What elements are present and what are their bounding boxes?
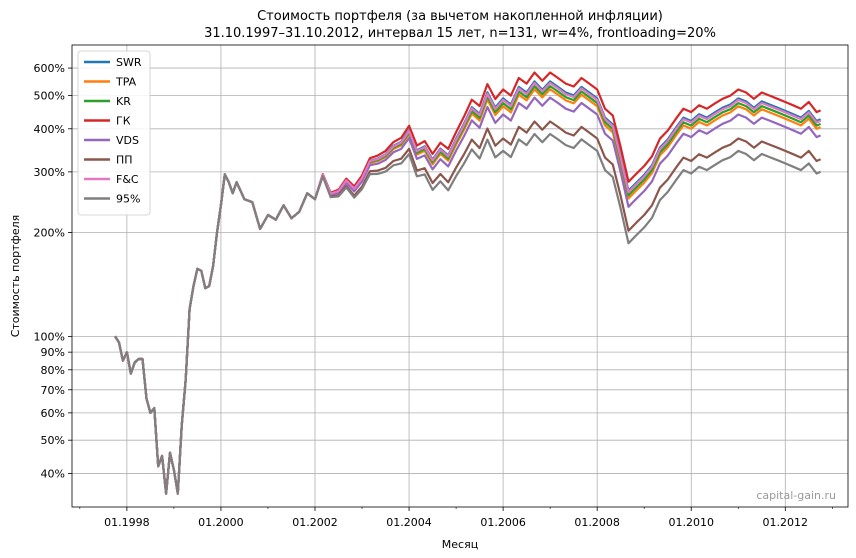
chart-title: Стоимость портфеля (за вычетом накопленн… xyxy=(257,9,663,24)
y-tick-label: 80% xyxy=(41,364,65,377)
y-tick-label: 40% xyxy=(41,468,65,481)
x-tick-label: 01.2004 xyxy=(386,516,432,529)
x-tick-label: 01.2002 xyxy=(292,516,338,529)
y-tick-label: 300% xyxy=(34,166,65,179)
x-tick-label: 01.2006 xyxy=(480,516,526,529)
grid xyxy=(72,45,848,507)
watermark: capital-gain.ru xyxy=(756,489,836,502)
y-axis-label: Стоимость портфеля xyxy=(9,215,22,338)
y-tick-label: 500% xyxy=(34,89,65,102)
x-tick-label: 01.2012 xyxy=(763,516,809,529)
x-tick-label: 01.2008 xyxy=(574,516,620,529)
plot-area xyxy=(71,44,849,508)
x-tick-label: 01.2010 xyxy=(668,516,714,529)
y-tick-label: 50% xyxy=(41,434,65,447)
y-tick-label: 100% xyxy=(34,330,65,343)
x-tick-label: 01.2000 xyxy=(198,516,244,529)
series-line xyxy=(114,132,822,495)
legend-label: KR xyxy=(116,95,131,108)
legend-box xyxy=(77,50,151,216)
y-tick-label: 70% xyxy=(41,384,65,397)
legend-label: F&C xyxy=(116,173,139,186)
y-tick-label: 600% xyxy=(34,62,65,75)
legend-label: VDS xyxy=(116,134,139,147)
y-tick-label: 400% xyxy=(34,123,65,136)
legend: SWR TPA KR ГК VDS ПП F&C 95% xyxy=(77,50,151,216)
legend-label: SWR xyxy=(116,56,142,69)
legend-label: ПП xyxy=(116,154,133,167)
series-layer xyxy=(114,71,822,495)
y-tick-label: 200% xyxy=(34,227,65,240)
y-tick-label: 90% xyxy=(41,346,65,359)
y-tick-label: 60% xyxy=(41,407,65,420)
y-axis: 40% 50% 60% 70% 80% 90% 100% 200% 300% 400% 500% 60… xyxy=(34,62,72,481)
x-tick-label: 01.1998 xyxy=(104,516,150,529)
legend-label: ГК xyxy=(116,115,131,128)
chart-subtitle: 31.10.1997–31.10.2012, интервал 15 лет, … xyxy=(204,26,716,41)
legend-label: TPA xyxy=(115,76,137,89)
x-axis: 01.1998 01.2000 01.2002 01.2004 01.2006 01.20… xyxy=(79,507,833,529)
x-axis-label: Месяц xyxy=(442,538,478,551)
legend-label: 95% xyxy=(116,193,140,206)
